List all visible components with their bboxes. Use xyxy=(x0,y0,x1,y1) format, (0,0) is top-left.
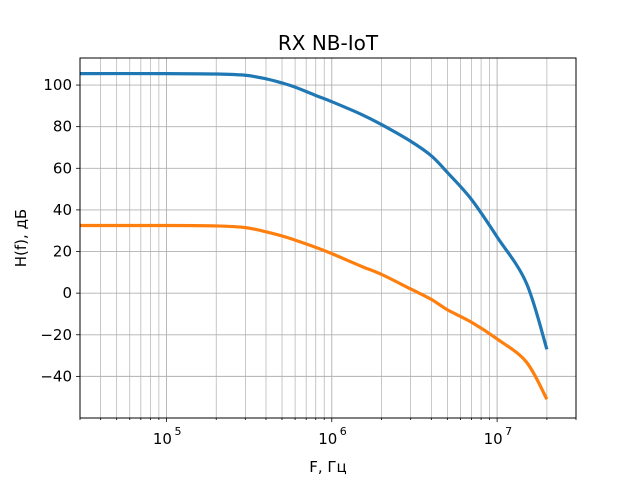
series-line-1 xyxy=(79,71,549,350)
y-axis-label: H(f), дБ xyxy=(12,209,30,267)
x-tick-exponent: 5 xyxy=(174,425,181,438)
x-tick-label: 10 xyxy=(318,430,337,448)
y-tick-label: 100 xyxy=(43,76,72,94)
y-tick-label: −20 xyxy=(40,326,72,344)
x-tick-label: 10 xyxy=(153,430,172,448)
y-tick-label: 0 xyxy=(62,284,72,302)
y-tick-label: −40 xyxy=(40,367,72,385)
y-tick-label: 20 xyxy=(53,243,72,261)
x-tick-exponent: 7 xyxy=(505,425,512,438)
x-tick-exponent: 6 xyxy=(340,425,347,438)
y-tick-label: 40 xyxy=(53,201,72,219)
series-line-2 xyxy=(79,223,549,401)
plot-frame xyxy=(79,57,577,419)
y-tick-label: 80 xyxy=(53,118,72,136)
grid xyxy=(79,58,577,418)
y-tick-label: 60 xyxy=(53,159,72,177)
x-axis-label: F, Гц xyxy=(309,458,347,476)
series-group xyxy=(79,71,549,401)
x-tick-label: 10 xyxy=(484,430,503,448)
chart-title: RX NB-IoT xyxy=(278,31,379,55)
